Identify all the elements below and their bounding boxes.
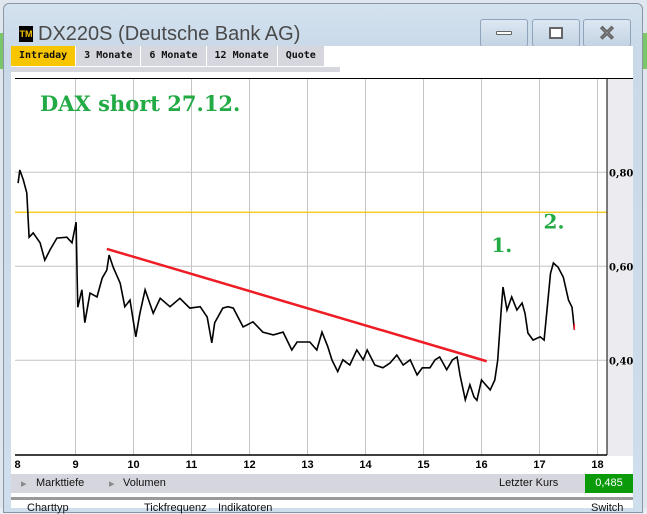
tickfrequenz-label[interactable]: Tickfrequenz	[144, 502, 207, 514]
tab-12-monate[interactable]: 12 Monate	[206, 46, 277, 66]
divider	[11, 497, 633, 500]
letzter-kurs-label: Letzter Kurs	[499, 477, 559, 489]
intraday-chart: 8 9 10 11 12 13 14 15 16 17 18 0,80 0,60 0,40 DAX shor…	[15, 78, 633, 471]
app-logo: TM	[19, 26, 33, 42]
chart-annotation: 2.	[544, 210, 565, 234]
tab-3-monate[interactable]: 3 Monate	[76, 46, 141, 66]
expand-markttiefe-icon[interactable]: ▸	[21, 478, 27, 490]
x-tick-label: 8	[15, 459, 21, 471]
x-tick-label: 13	[301, 459, 313, 471]
x-tick-label: 14	[359, 459, 372, 471]
minimize-button[interactable]	[480, 19, 528, 47]
close-button[interactable]: ✕	[583, 19, 631, 47]
tab-bar: Intraday 3 Monate 6 Monate 12 Monate Quo…	[11, 46, 325, 66]
switch-label[interactable]: Switch	[591, 502, 624, 514]
x-tick-label: 9	[72, 459, 78, 471]
minimize-icon	[496, 31, 512, 35]
x-tick-label: 10	[127, 459, 139, 471]
tab-intraday[interactable]: Intraday	[11, 46, 76, 66]
y-tick-label: 0,60	[609, 262, 633, 273]
tab-quote[interactable]: Quote	[277, 46, 324, 66]
x-tick-label: 17	[533, 459, 545, 471]
window-title: DX220S (Deutsche Bank AG)	[38, 23, 301, 45]
tab-underline	[11, 67, 340, 72]
tab-6-monate[interactable]: 6 Monate	[141, 46, 206, 66]
bottom-bar: ▸ Markttiefe ▸ Volumen Letzter Kurs 0,48…	[11, 474, 633, 493]
x-tick-label: 15	[417, 459, 429, 471]
y-tick-label: 0,40	[609, 356, 633, 367]
volumen-toggle[interactable]: Volumen	[123, 477, 166, 489]
indikatoren-label[interactable]: Indikatoren	[218, 502, 273, 514]
x-tick-label: 16	[475, 459, 487, 471]
x-tick-label: 11	[186, 459, 198, 471]
y-axis-gutter	[607, 78, 633, 456]
charttyp-label[interactable]: Charttyp	[27, 502, 69, 514]
maximize-icon	[549, 27, 563, 39]
markttiefe-toggle[interactable]: Markttiefe	[36, 477, 85, 489]
x-tick-label: 12	[243, 459, 255, 471]
close-icon: ✕	[598, 22, 616, 45]
chart-annotation: 1.	[491, 233, 512, 257]
letzter-kurs-value: 0,485	[585, 474, 633, 493]
y-tick-label: 0,80	[609, 168, 633, 179]
x-tick-label: 18	[591, 459, 603, 471]
expand-volumen-icon[interactable]: ▸	[109, 478, 115, 490]
trendline	[106, 247, 488, 363]
chart-title: DAX short 27.12.	[40, 91, 240, 116]
maximize-button[interactable]	[532, 19, 580, 47]
price-line	[17, 169, 576, 403]
main-content: Intraday 3 Monate 6 Monate 12 Monate Quo…	[11, 46, 633, 514]
